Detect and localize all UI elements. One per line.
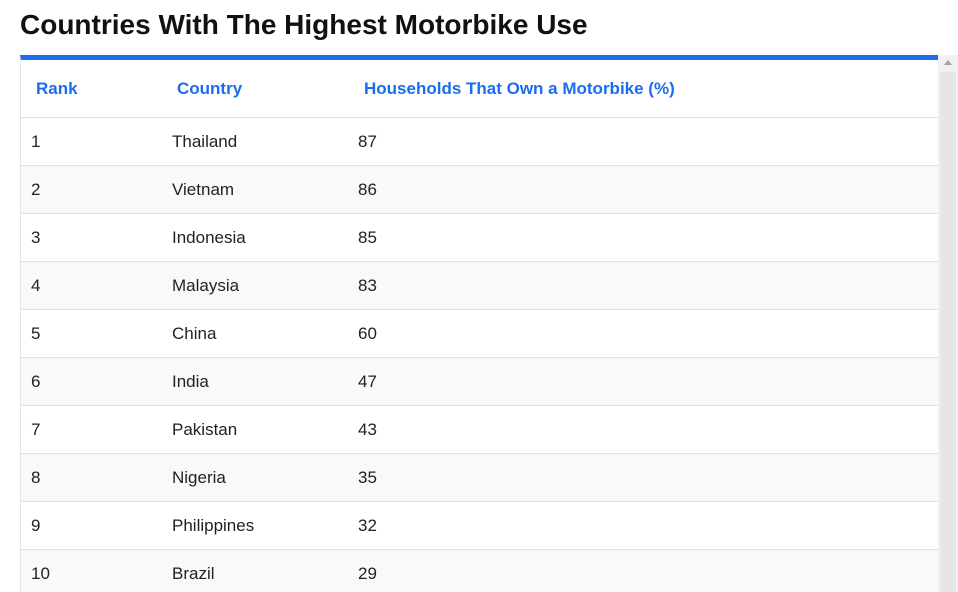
table-row: 4 Malaysia 83: [21, 261, 938, 310]
cell-country: Nigeria: [172, 453, 358, 502]
cell-country: Philippines: [172, 501, 358, 550]
cell-rank: 2: [21, 165, 172, 214]
header-rank[interactable]: Rank: [21, 60, 172, 118]
cell-rank: 3: [21, 213, 172, 262]
cell-households: 60: [358, 309, 938, 358]
cell-households: 35: [358, 453, 938, 502]
cell-rank: 1: [21, 117, 172, 166]
table-header-row: Rank Country Households That Own a Motor…: [21, 60, 938, 118]
cell-country: India: [172, 357, 358, 406]
cell-country: Thailand: [172, 117, 358, 166]
table-container: Rank Country Households That Own a Motor…: [20, 55, 938, 592]
cell-rank: 4: [21, 261, 172, 310]
table-row: 6 India 47: [21, 357, 938, 406]
cell-country: Malaysia: [172, 261, 358, 310]
cell-country: Vietnam: [172, 165, 358, 214]
cell-households: 43: [358, 405, 938, 454]
cell-rank: 10: [21, 549, 172, 592]
table-row: 7 Pakistan 43: [21, 405, 938, 454]
cell-country: Indonesia: [172, 213, 358, 262]
cell-households: 86: [358, 165, 938, 214]
table-row: 5 China 60: [21, 309, 938, 358]
vertical-scrollbar[interactable]: [938, 55, 958, 592]
page-title: Countries With The Highest Motorbike Use: [20, 9, 588, 40]
table-body: 1 Thailand 87 2 Vietnam 86 3 Indonesia 8…: [21, 117, 938, 592]
table-row: 2 Vietnam 86: [21, 165, 938, 214]
cell-country: Pakistan: [172, 405, 358, 454]
cell-households: 83: [358, 261, 938, 310]
table-row: 3 Indonesia 85: [21, 213, 938, 262]
table-row: 1 Thailand 87: [21, 117, 938, 166]
header-households[interactable]: Households That Own a Motorbike (%): [358, 60, 938, 118]
cell-rank: 9: [21, 501, 172, 550]
data-table: Rank Country Households That Own a Motor…: [21, 60, 938, 592]
table-row: 10 Brazil 29: [21, 549, 938, 592]
table-row: 9 Philippines 32: [21, 501, 938, 550]
cell-rank: 6: [21, 357, 172, 406]
scrollbar-thumb[interactable]: [940, 72, 956, 592]
header-country[interactable]: Country: [172, 60, 358, 118]
cell-rank: 7: [21, 405, 172, 454]
cell-households: 32: [358, 501, 938, 550]
cell-households: 29: [358, 549, 938, 592]
cell-households: 47: [358, 357, 938, 406]
cell-rank: 5: [21, 309, 172, 358]
cell-households: 87: [358, 117, 938, 166]
table-row: 8 Nigeria 35: [21, 453, 938, 502]
scroll-up-arrow-icon[interactable]: [944, 60, 952, 65]
cell-country: Brazil: [172, 549, 358, 592]
cell-households: 85: [358, 213, 938, 262]
cell-rank: 8: [21, 453, 172, 502]
cell-country: China: [172, 309, 358, 358]
